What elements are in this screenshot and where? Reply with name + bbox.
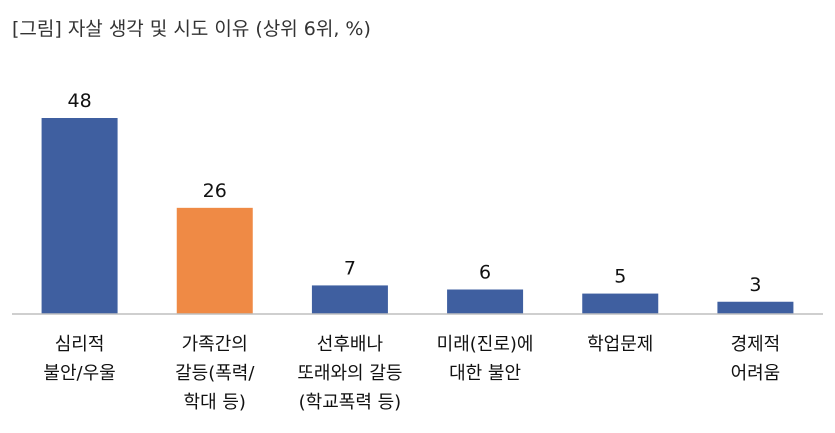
category-label-2: 가족간의 갈등(폭력/학대 등) xyxy=(175,334,255,413)
bar-2 xyxy=(176,207,253,314)
category-label-4: 미래(진로)에 대한 불안 xyxy=(437,334,534,384)
bar-3 xyxy=(311,285,388,314)
value-label-4: 6 xyxy=(479,262,491,284)
bar-4 xyxy=(447,289,524,314)
value-label-5: 5 xyxy=(614,266,626,288)
bar-5 xyxy=(582,293,659,314)
category-label-6: 경제적 어려움 xyxy=(731,334,781,384)
value-label-6: 3 xyxy=(749,274,761,296)
value-labels-layer: 48 26 7 6 5 3 xyxy=(67,90,761,296)
bars-layer xyxy=(41,118,794,314)
category-label-5: 학업문제 xyxy=(587,334,653,355)
value-label-3: 7 xyxy=(344,257,356,279)
chart-title: [그림] 자살 생각 및 시도 이유 (상위 6위, %) xyxy=(12,18,371,40)
category-label-3: 선후배나 또래와의 갈등 (학교폭력 등) xyxy=(297,334,402,413)
category-label-1: 심리적 불안/우울 xyxy=(43,334,115,384)
bar-6 xyxy=(717,301,794,314)
category-labels-layer: 심리적 불안/우울 가족간의 갈등(폭력/학대 등) 선후배나 또래와의 갈등 (학교폭력 … xyxy=(43,334,780,413)
value-label-2: 26 xyxy=(203,180,227,202)
bar-1 xyxy=(41,118,118,314)
value-label-1: 48 xyxy=(67,90,91,112)
